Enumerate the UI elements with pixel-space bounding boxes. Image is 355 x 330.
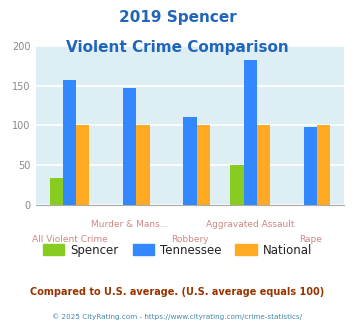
Bar: [63, 80, 76, 205]
Text: Aggravated Assault: Aggravated Assault: [206, 220, 294, 229]
Text: Murder & Mans...: Murder & Mans...: [91, 220, 168, 229]
Bar: [257, 125, 270, 205]
Bar: [197, 125, 210, 205]
Text: © 2025 CityRating.com - https://www.cityrating.com/crime-statistics/: © 2025 CityRating.com - https://www.city…: [53, 314, 302, 320]
Text: All Violent Crime: All Violent Crime: [32, 235, 107, 244]
Bar: [230, 165, 244, 205]
Bar: [304, 127, 317, 205]
Text: Robbery: Robbery: [171, 235, 209, 244]
Text: Violent Crime Comparison: Violent Crime Comparison: [66, 40, 289, 54]
Text: Compared to U.S. average. (U.S. average equals 100): Compared to U.S. average. (U.S. average …: [31, 287, 324, 297]
Bar: [136, 125, 149, 205]
Text: 2019 Spencer: 2019 Spencer: [119, 10, 236, 25]
Bar: [50, 179, 63, 205]
Bar: [244, 60, 257, 205]
Bar: [317, 125, 330, 205]
Text: Rape: Rape: [299, 235, 322, 244]
Bar: [183, 117, 197, 205]
Bar: [123, 88, 136, 205]
Bar: [76, 125, 89, 205]
Legend: Spencer, Tennessee, National: Spencer, Tennessee, National: [38, 239, 317, 261]
